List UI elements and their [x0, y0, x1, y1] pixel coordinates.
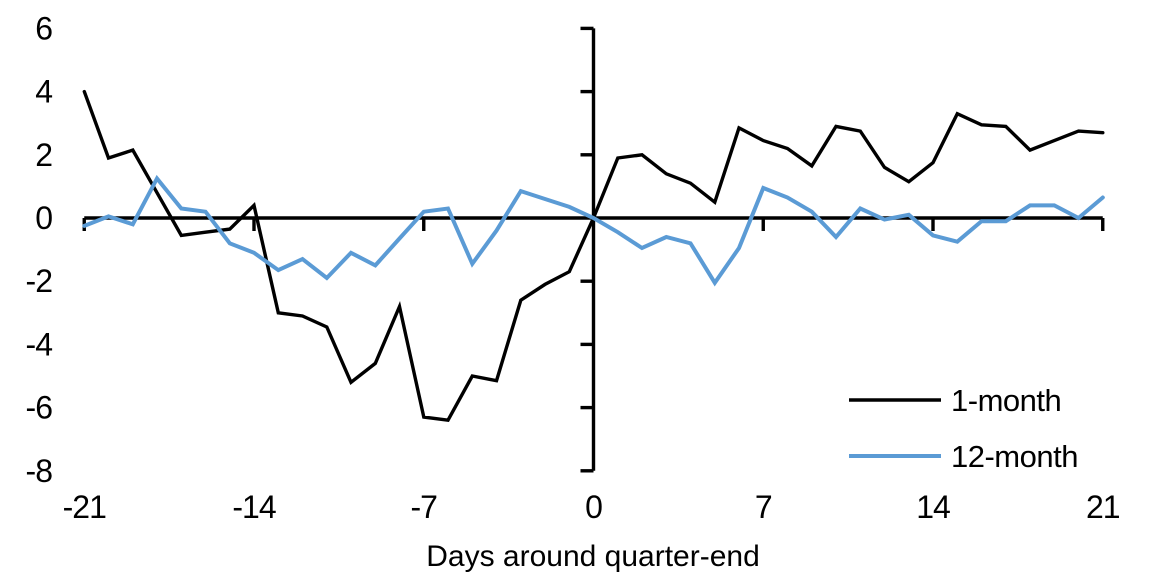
series-line-12-month: [82, 174, 1105, 287]
y-tick-label: 2: [35, 137, 52, 173]
y-tick-label: 6: [35, 10, 52, 46]
x-tick-label: 0: [585, 489, 602, 525]
legend-label-12-month: 12-month: [951, 439, 1078, 474]
x-tick-label: 7: [755, 489, 772, 525]
x-tick-label: 21: [1086, 489, 1120, 525]
x-axis-tick-labels: -21 -14 -7 0 7 14 21: [63, 489, 1121, 525]
x-tick-label: -14: [232, 489, 275, 525]
y-tick-label: 4: [35, 74, 52, 110]
x-tick-label: 14: [916, 489, 950, 525]
x-tick-label: -7: [411, 489, 438, 525]
y-tick-label: 0: [35, 200, 52, 236]
y-tick-label: -8: [26, 453, 53, 489]
series-lines: [82, 89, 1105, 423]
y-tick-label: -4: [26, 326, 53, 362]
legend: 1-month 12-month: [849, 383, 1078, 474]
y-axis-tick-labels: 6 4 2 0 -2 -4 -6 -8: [26, 10, 54, 489]
y-tick-label: -6: [26, 390, 53, 426]
y-tick-label: -2: [26, 263, 53, 299]
x-axis-title: Days around quarter-end: [426, 540, 760, 573]
axes: [82, 26, 1105, 473]
legend-label-1-month: 1-month: [951, 383, 1061, 418]
x-tick-label: -21: [63, 489, 106, 525]
